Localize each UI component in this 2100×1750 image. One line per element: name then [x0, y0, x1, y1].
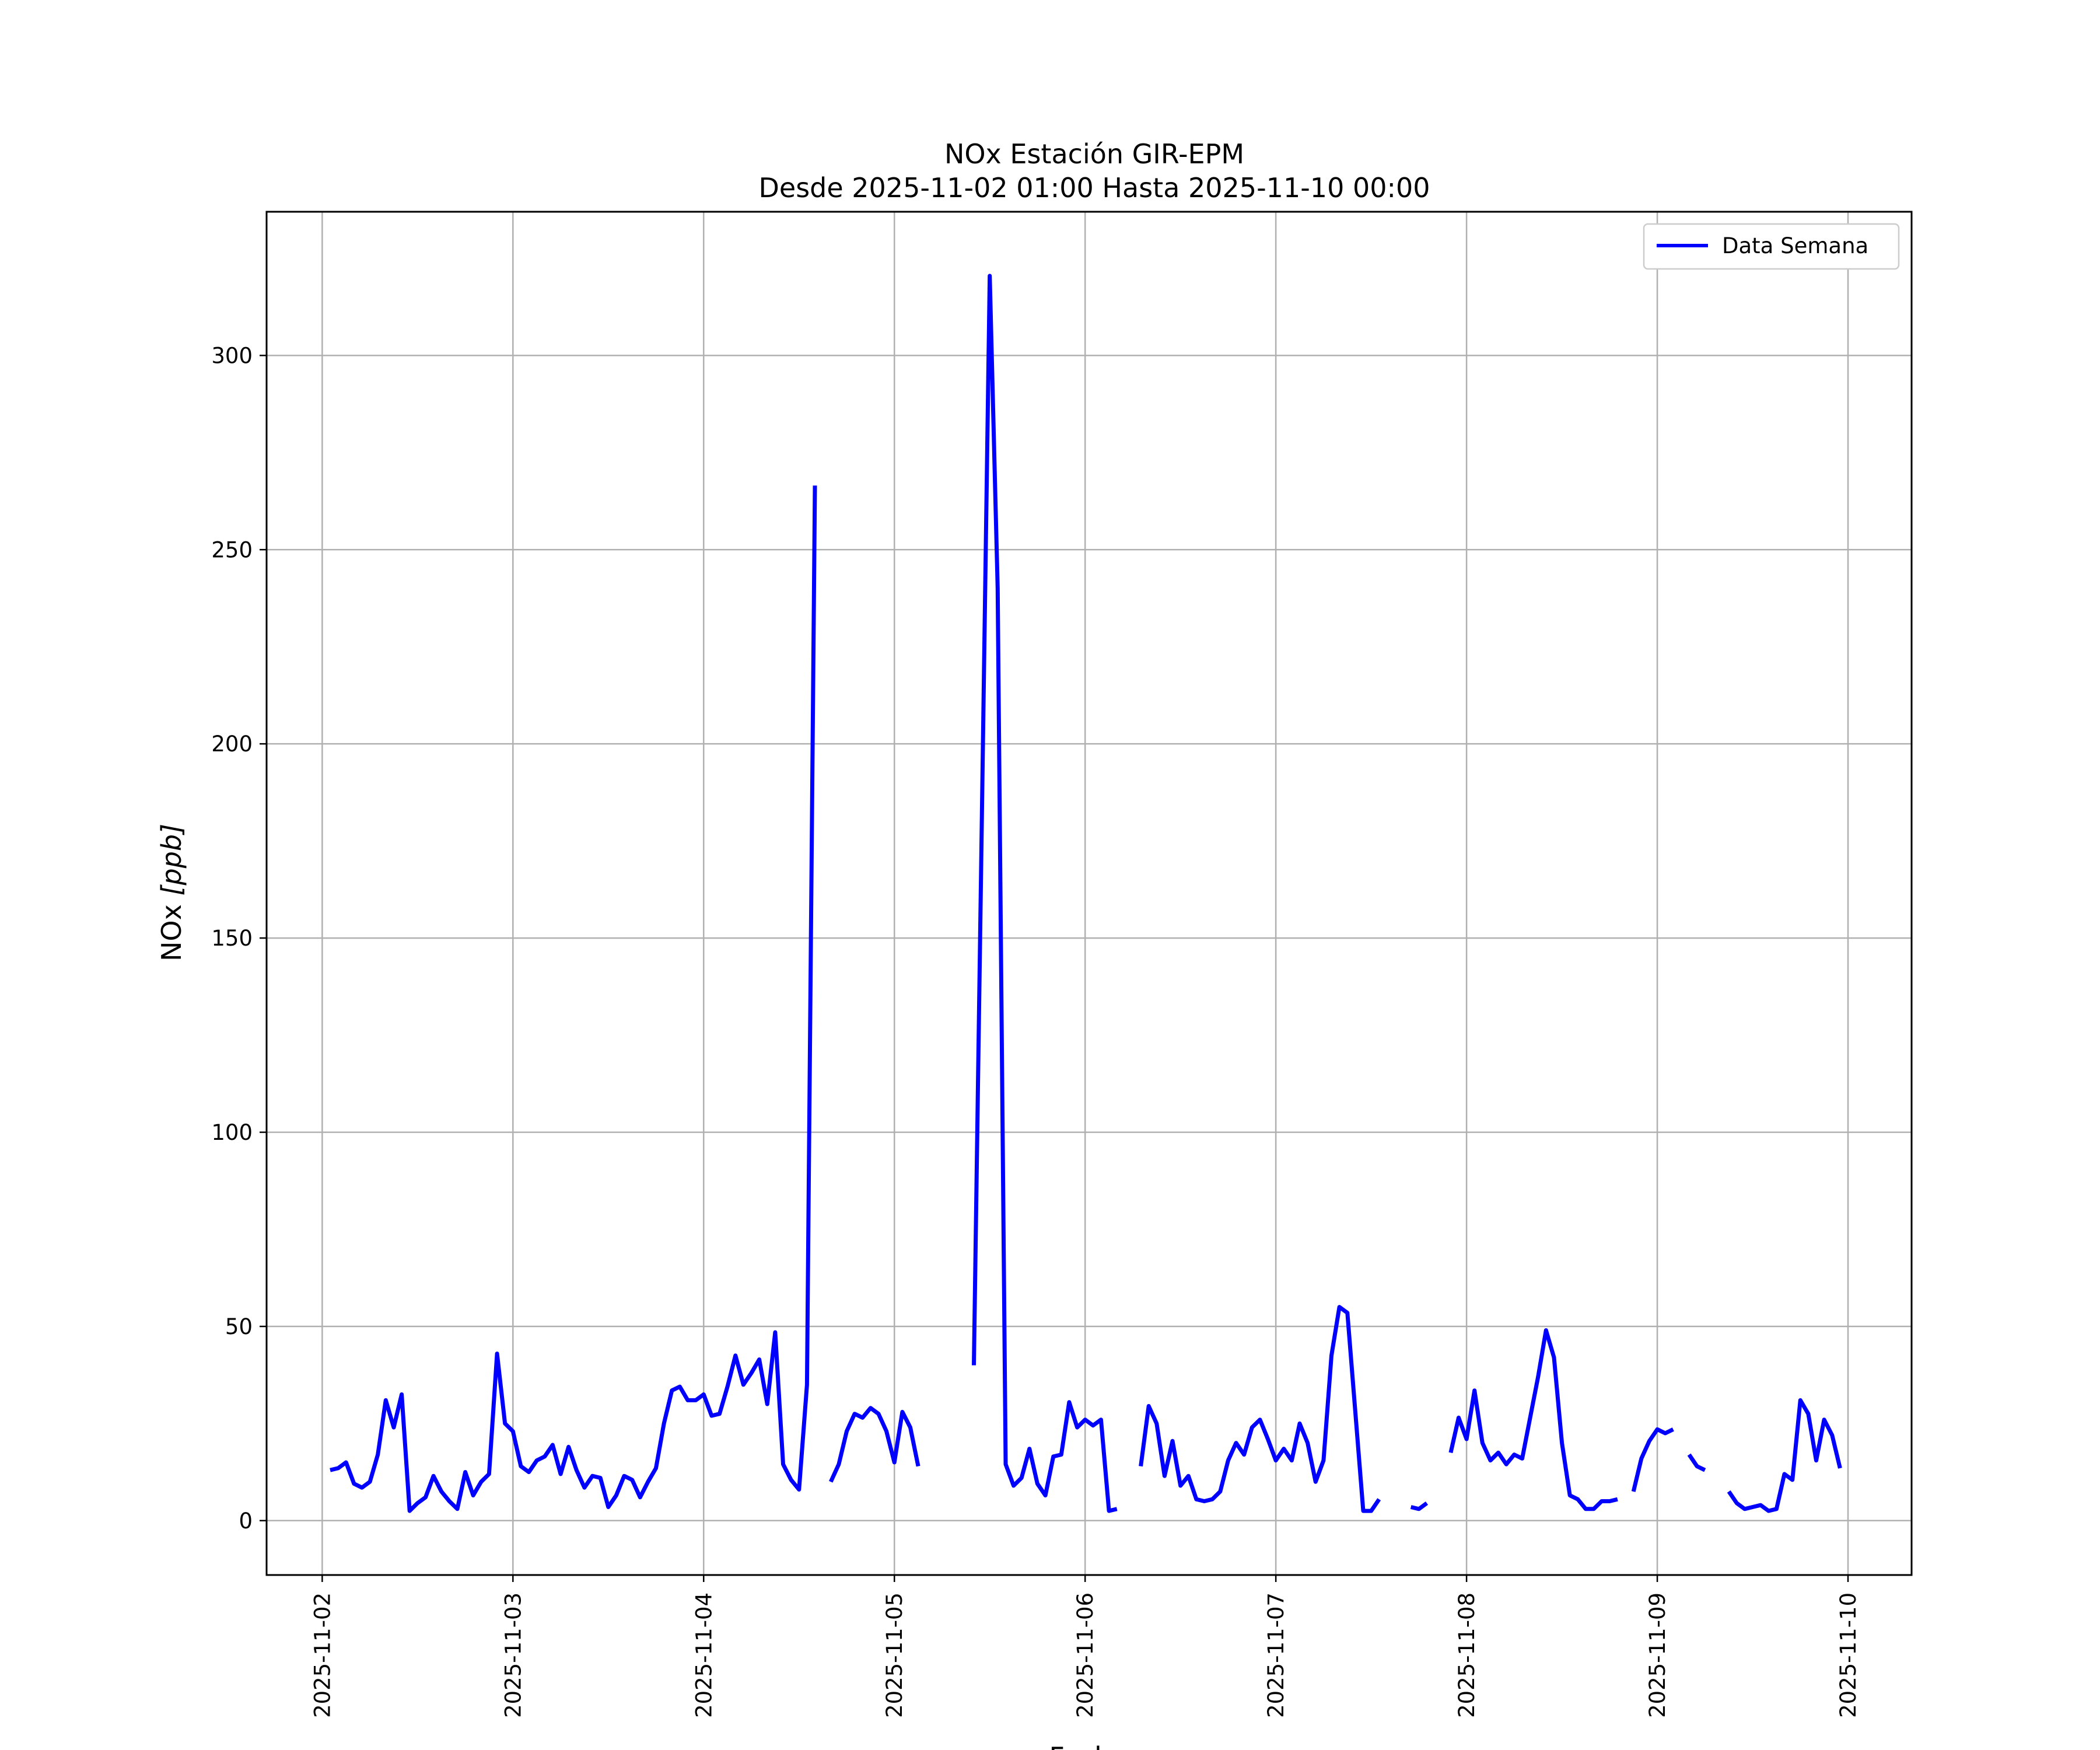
legend-box — [1643, 223, 1900, 270]
y-axis-label: NOx [ppb] — [156, 824, 187, 961]
series-0-line-segment-2 — [972, 274, 1118, 1513]
series-0-line-segment-5 — [1448, 1328, 1618, 1511]
series-0-line-segment-0 — [330, 485, 817, 1513]
x-tick-label-6: 2025-11-08 — [1454, 1592, 1479, 1718]
x-tick-label-4: 2025-11-06 — [1073, 1592, 1098, 1718]
grid-lines — [267, 212, 1912, 1575]
x-axis-ticks: 2025-11-02 2025-11-03 2025-11-04 2025-11-05… — [310, 1575, 1861, 1718]
y-tick-label-0: 0 — [239, 1508, 253, 1534]
y-tick-label-2: 100 — [211, 1120, 253, 1145]
x-tick-label-0: 2025-11-02 — [310, 1592, 335, 1718]
chart-title: NOx Estación GIR-EPM — [944, 138, 1244, 170]
y-tick-label-1: 50 — [225, 1314, 253, 1339]
series-0-line-segment-8 — [1727, 1398, 1842, 1513]
x-tick-label-8: 2025-11-10 — [1836, 1592, 1861, 1718]
series-0-line-segment-6 — [1631, 1427, 1674, 1492]
y-tick-label-3: 150 — [211, 926, 253, 951]
series-layer — [330, 274, 1842, 1513]
legend-label-data-semana: Data Semana — [1722, 233, 1868, 258]
x-tick-label-7: 2025-11-09 — [1645, 1592, 1670, 1718]
x-tick-label-2: 2025-11-04 — [691, 1592, 716, 1718]
series-0-line-segment-4 — [1410, 1501, 1429, 1511]
x-tick-label-5: 2025-11-07 — [1264, 1592, 1289, 1718]
y-axis-label-main: NOx — [156, 896, 187, 961]
y-tick-label-5: 250 — [211, 537, 253, 562]
series-0-line-segment-3 — [1139, 1305, 1381, 1513]
plot-frame — [265, 211, 1913, 1576]
y-axis-label-unit: [ppb] — [156, 824, 187, 896]
y-tick-label-6: 300 — [211, 343, 253, 368]
legend: Data Semana — [1643, 223, 1900, 270]
y-tick-label-4: 200 — [211, 732, 253, 757]
series-0-line-segment-1 — [829, 1406, 921, 1483]
chart-subtitle: Desde 2025-11-02 01:00 Hasta 2025-11-10 … — [758, 172, 1430, 204]
x-tick-label-1: 2025-11-03 — [501, 1592, 526, 1718]
x-axis-label: Fecha — [1049, 1741, 1128, 1750]
y-axis-ticks: 0 50 100 150 200 250 300 — [211, 343, 267, 1534]
x-tick-label-3: 2025-11-05 — [882, 1592, 907, 1718]
series-0-line-segment-7 — [1687, 1453, 1706, 1472]
